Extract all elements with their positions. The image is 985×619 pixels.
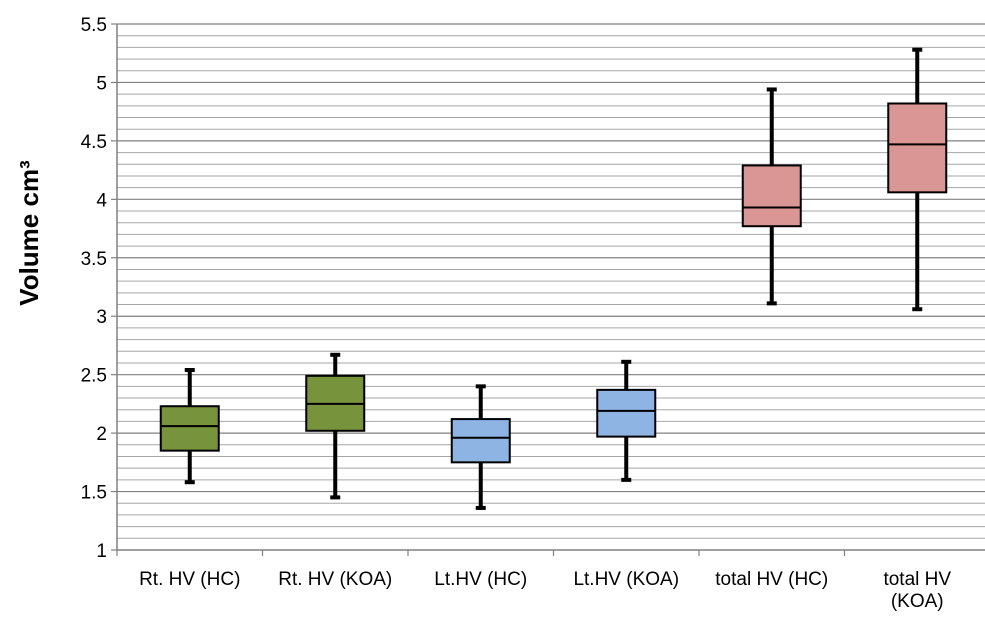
y-tick-label: 3.5 <box>81 249 107 270</box>
x-category-label: Lt.HV (HC) <box>434 569 527 590</box>
y-tick-label: 2.5 <box>81 366 107 387</box>
x-category-label-line: (KOA) <box>891 591 944 612</box>
x-category-label: Rt. HV (HC) <box>139 569 240 590</box>
x-category-label-line: Rt. HV (KOA) <box>278 569 392 590</box>
x-category-label-line: Rt. HV (HC) <box>139 569 240 590</box>
y-axis-tick-labels: 1 1.5 2 2.5 3 3.5 4 4.5 5 5.5 <box>81 15 108 562</box>
y-tick-label: 5.5 <box>81 15 107 36</box>
y-tick-label: 1.5 <box>81 483 107 504</box>
box-group <box>450 384 511 510</box>
box-series <box>159 47 948 510</box>
y-axis-label: Volume cm³ <box>14 160 44 306</box>
y-tick-label: 2 <box>96 424 107 445</box>
minor-gridlines <box>117 35 985 539</box>
x-category-label-line: total HV (HC) <box>715 569 828 590</box>
box-group <box>596 359 657 482</box>
x-category-label-line: Lt.HV (HC) <box>434 569 527 590</box>
y-tick-label: 5 <box>96 73 107 94</box>
box-iqr <box>887 102 948 194</box>
box-iqr <box>741 164 802 228</box>
x-category-label-line: Lt.HV (KOA) <box>573 569 679 590</box>
box-iqr <box>596 388 657 438</box>
box-iqr <box>450 418 511 464</box>
box-group <box>741 87 802 306</box>
x-category-label: total HV (HC) <box>715 569 828 590</box>
box-group <box>887 47 948 312</box>
x-category-label: Lt.HV (KOA) <box>573 569 679 590</box>
y-tick-label: 4.5 <box>81 132 107 153</box>
x-category-label: Rt. HV (KOA) <box>278 569 392 590</box>
box-group <box>305 352 366 500</box>
x-axis-category-labels: Rt. HV (HC) Rt. HV (KOA) Lt.HV (HC) Lt.HV (… <box>139 569 951 612</box>
y-tick-label: 4 <box>96 190 107 211</box>
box-iqr <box>159 405 220 452</box>
x-category-label-line: total HV <box>883 569 951 590</box>
y-tick-label: 3 <box>96 307 107 328</box>
axes <box>116 24 985 556</box>
major-gridlines <box>111 23 985 551</box>
y-tick-label: 1 <box>96 541 107 562</box>
x-category-label: total HV (KOA) <box>883 569 951 612</box>
box-group <box>159 367 220 485</box>
